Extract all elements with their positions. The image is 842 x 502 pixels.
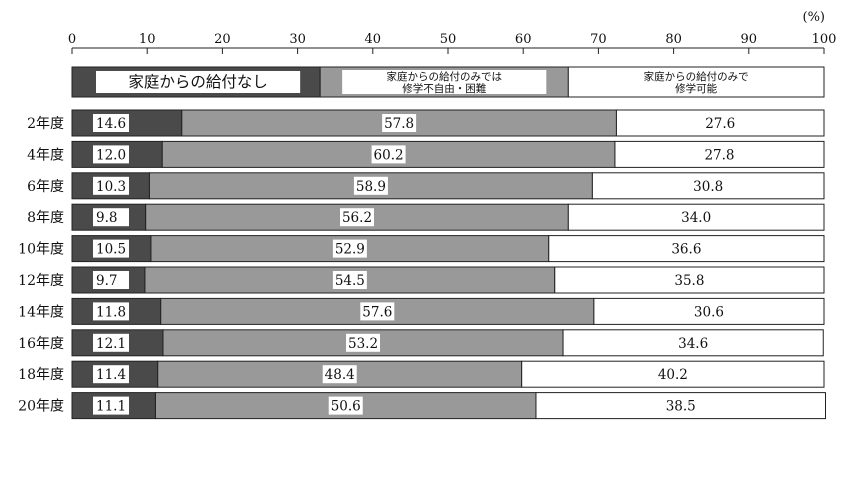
bars-area: 2年度 14.6 57.8 27.6 4年度 12.0 60.2 27.8 6年度 10.3 58.…	[18, 110, 825, 419]
row-label: 12年度	[18, 273, 64, 289]
bar-row: 6年度 10.3 58.9 30.8	[27, 173, 824, 199]
value-label: 60.2	[374, 147, 404, 163]
value-label: 36.6	[671, 242, 701, 258]
value-label: 11.8	[96, 304, 126, 320]
bar-row: 2年度 14.6 57.8 27.6	[27, 110, 824, 136]
row-label: 20年度	[18, 399, 64, 415]
value-label: 9.7	[96, 273, 117, 289]
bar-row: 12年度 9.7 54.5 35.8	[18, 267, 824, 293]
bar-row: 8年度 9.8 56.2 34.0	[27, 204, 824, 230]
x-tick-label: 60	[515, 32, 532, 47]
row-label: 6年度	[27, 179, 64, 195]
legend-label-line: 家庭からの給付のみでは	[386, 70, 502, 83]
value-label: 35.8	[674, 273, 704, 289]
value-label: 34.0	[681, 210, 711, 226]
x-tick-label: 30	[289, 32, 306, 47]
value-label: 11.4	[96, 367, 126, 383]
bar-row: 4年度 12.0 60.2 27.8	[27, 141, 824, 167]
value-label: 30.6	[694, 304, 724, 320]
legend-label-line: 修学可能	[675, 82, 717, 95]
x-tick-label: 40	[365, 32, 382, 47]
x-tick-label: 80	[665, 32, 682, 47]
value-label: 12.0	[96, 147, 126, 163]
bar-row: 16年度 12.1 53.2 34.6	[18, 330, 823, 356]
bar-row: 10年度 10.5 52.9 36.6	[18, 236, 824, 262]
row-label: 8年度	[27, 210, 64, 226]
value-label: 27.8	[704, 147, 734, 163]
legend-label-line: 修学不自由・困難	[402, 82, 486, 95]
value-label: 54.5	[335, 273, 365, 289]
value-label: 12.1	[96, 336, 126, 352]
x-tick-label: 90	[741, 32, 758, 47]
row-label: 14年度	[18, 304, 64, 320]
bar-row: 18年度 11.4 48.4 40.2	[18, 361, 824, 387]
bar-row: 20年度 11.1 50.6 38.5	[18, 393, 825, 419]
legend-label: 家庭からの給付なし	[128, 73, 268, 91]
value-label: 14.6	[96, 116, 126, 132]
x-tick-label: 70	[590, 32, 607, 47]
value-label: 11.1	[96, 399, 126, 415]
value-label: 38.5	[666, 399, 696, 415]
x-tick-label: 0	[68, 32, 76, 47]
bar-row: 14年度 11.8 57.6 30.6	[18, 298, 824, 324]
value-label: 52.9	[335, 242, 365, 258]
row-label: 2年度	[27, 116, 64, 132]
legend-label-line: 家庭からの給付のみで	[644, 70, 749, 83]
value-label: 57.8	[384, 116, 414, 132]
x-tick-label: 20	[214, 32, 231, 47]
value-label: 27.6	[705, 116, 735, 132]
value-label: 48.4	[325, 367, 355, 383]
value-label: 50.6	[331, 399, 361, 415]
row-label: 16年度	[18, 336, 64, 352]
value-label: 40.2	[658, 367, 688, 383]
row-label: 18年度	[18, 367, 64, 383]
unit-label: (%)	[803, 10, 826, 25]
value-label: 56.2	[342, 210, 372, 226]
value-label: 53.2	[348, 336, 378, 352]
value-label: 57.6	[362, 304, 392, 320]
value-label: 10.3	[96, 179, 126, 195]
value-label: 58.9	[356, 179, 386, 195]
value-label: 34.6	[678, 336, 708, 352]
x-axis: 0 10 20 30 40 50 60 70 80 90 100	[68, 32, 837, 54]
x-tick-label: 10	[139, 32, 156, 47]
value-label: 9.8	[96, 210, 117, 226]
value-label: 10.5	[96, 242, 126, 258]
row-label: 4年度	[27, 147, 64, 163]
x-tick-label: 50	[440, 32, 457, 47]
value-label: 30.8	[693, 179, 723, 195]
row-label: 10年度	[18, 242, 64, 258]
x-tick-label: 100	[812, 32, 837, 47]
